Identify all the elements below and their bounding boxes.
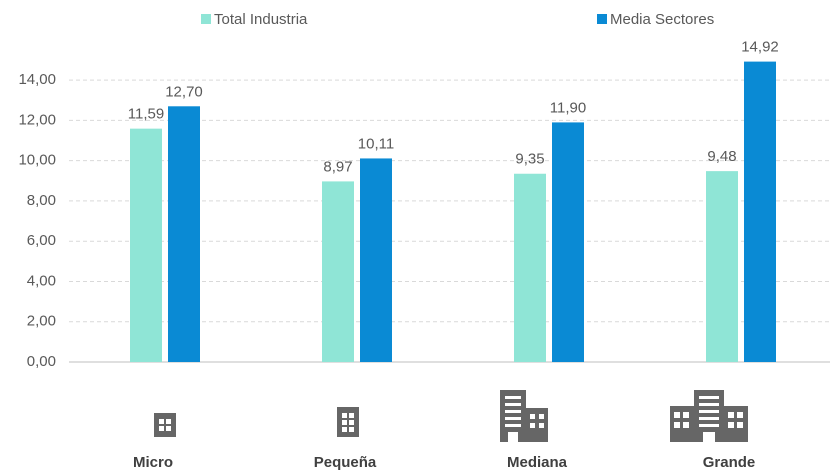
icon-grande	[670, 390, 748, 442]
y-tick-label: 4,00	[27, 272, 56, 289]
bar	[168, 106, 200, 362]
x-tick-label: Micro	[133, 454, 173, 471]
value-label: 9,48	[707, 148, 736, 165]
legend-swatch	[597, 14, 607, 24]
bar	[360, 158, 392, 362]
value-label: 11,90	[550, 99, 586, 116]
y-tick-label: 14,00	[18, 71, 56, 88]
y-tick-label: 12,00	[18, 111, 56, 128]
y-tick-label: 8,00	[27, 192, 56, 209]
icon-micro	[154, 413, 176, 437]
value-label: 8,97	[323, 158, 352, 175]
y-tick-label: 6,00	[27, 232, 56, 249]
value-label: 12,70	[165, 83, 203, 100]
value-label: 11,59	[128, 106, 164, 123]
value-label: 14,92	[741, 39, 779, 56]
bar	[744, 61, 776, 362]
icon-pequena	[337, 407, 359, 437]
x-tick-label: Grande	[703, 454, 756, 471]
legend-label: Media Sectores	[610, 11, 714, 28]
bar	[130, 128, 162, 362]
legend-label: Total Industria	[214, 11, 308, 28]
y-tick-label: 2,00	[27, 313, 56, 330]
y-tick-label: 0,00	[27, 353, 56, 370]
bar	[322, 181, 354, 362]
bar	[552, 122, 584, 363]
bar	[706, 171, 738, 362]
icon-mediana	[500, 390, 548, 442]
value-label: 10,11	[358, 135, 394, 152]
x-tick-label: Pequeña	[314, 454, 377, 471]
value-label: 9,35	[515, 151, 544, 168]
y-tick-label: 10,00	[18, 152, 56, 169]
legend-swatch	[201, 14, 211, 24]
bar	[514, 173, 546, 362]
x-tick-label: Mediana	[507, 454, 568, 471]
